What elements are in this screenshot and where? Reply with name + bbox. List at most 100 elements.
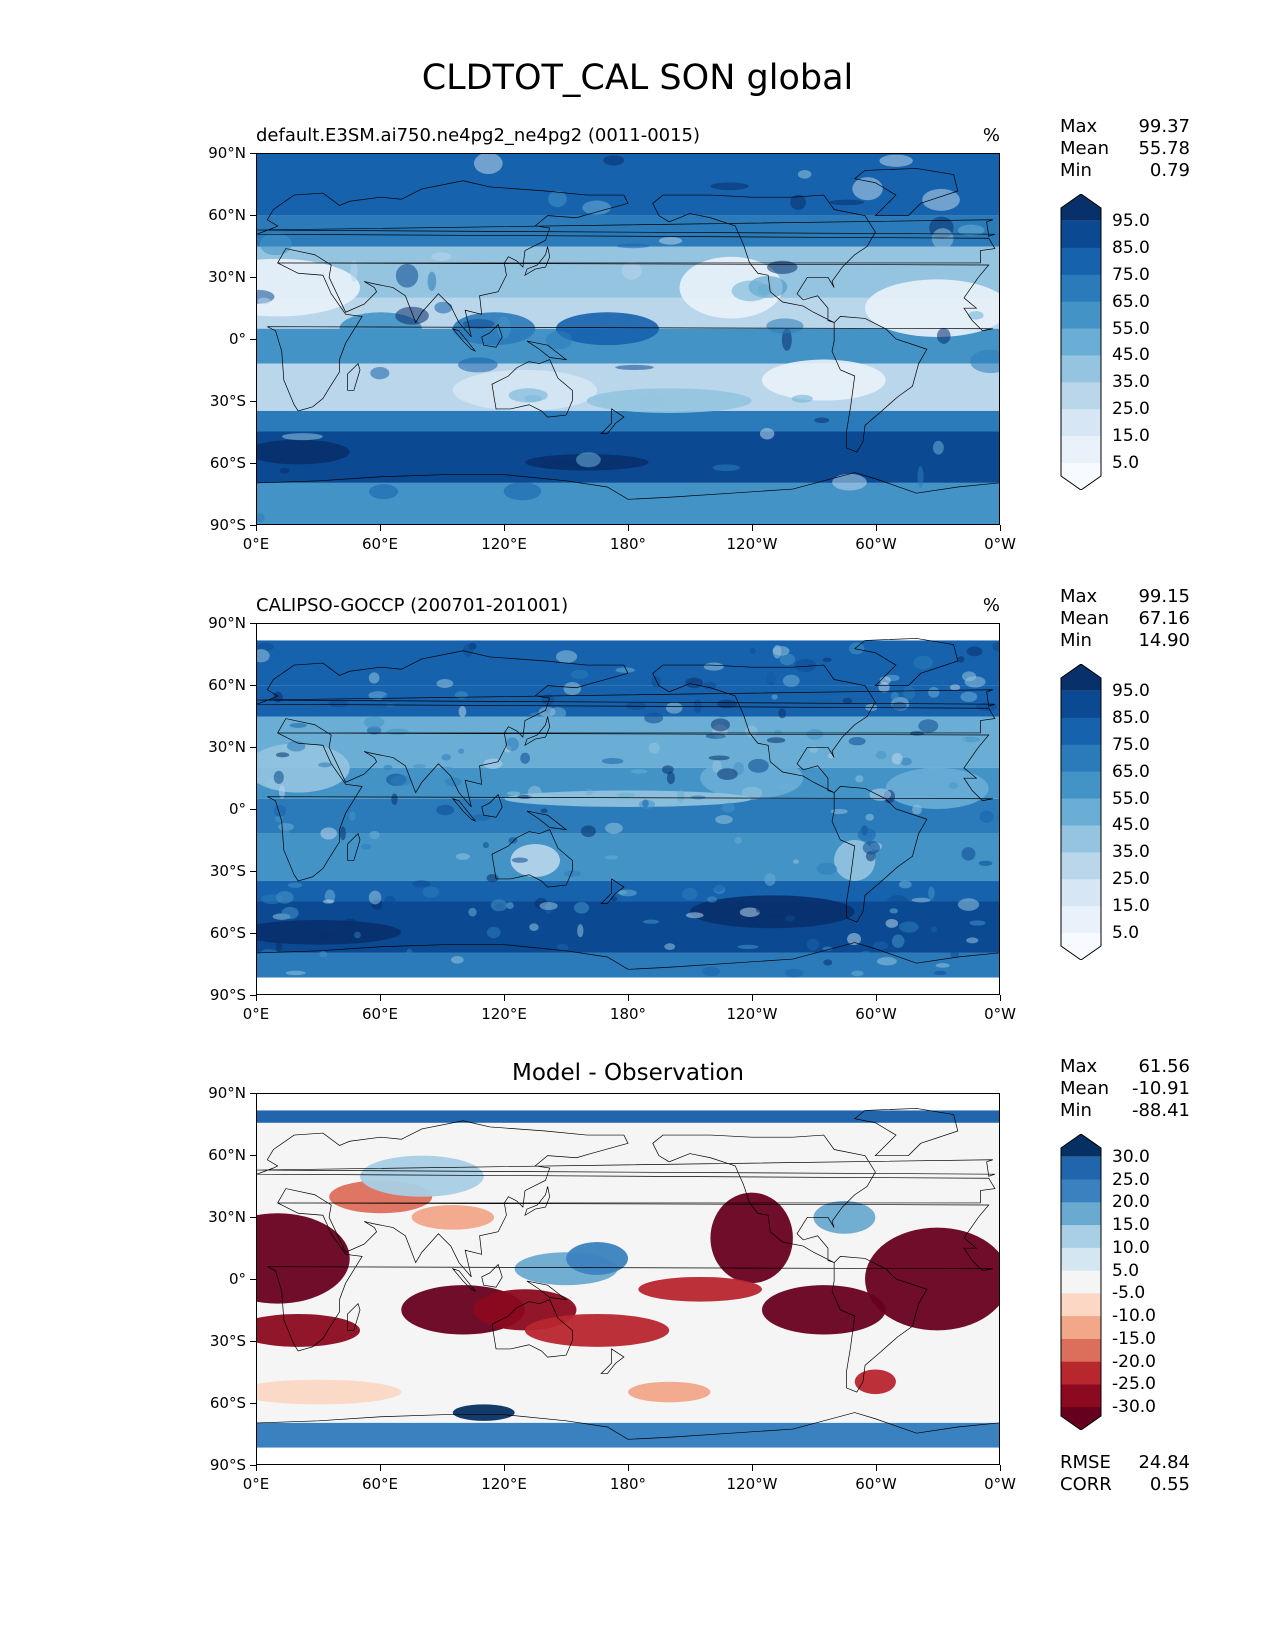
stat-label: Mean (1060, 138, 1110, 159)
figure-title: CLDTOT_CAL SON global (421, 58, 854, 98)
stat-value: -88.41 (1131, 1100, 1190, 1121)
panel-title: default.E3SM.ai750.ne4pg2_ne4pg2 (0011-0… (256, 125, 701, 146)
y-tick-mark (250, 153, 256, 154)
stat-value: 61.56 (1138, 1056, 1190, 1077)
y-tick-label: 60°N (208, 676, 246, 694)
x-tick-label: 0°W (984, 535, 1016, 553)
colorbar-swatch (1061, 1338, 1101, 1363)
stat-label: Mean (1060, 1078, 1110, 1099)
x-tick-mark (752, 525, 753, 531)
stat-row: Min 0.79 (1060, 160, 1190, 182)
stat-label: Min (1060, 160, 1092, 181)
x-tick-mark (628, 995, 629, 1001)
stat-row: RMSE 24.84 (1060, 1452, 1190, 1474)
colorbar-swatches (1060, 663, 1102, 961)
x-tick-mark (752, 995, 753, 1001)
x-tick-label: 120°E (481, 1475, 527, 1493)
x-tick-mark (504, 995, 505, 1001)
y-tick-mark (250, 933, 256, 934)
colorbar-label: -5.0 (1112, 1283, 1146, 1304)
colorbar-swatch (1061, 1202, 1101, 1226)
colorbar-label: 15.0 (1112, 1215, 1150, 1236)
stat-value: 67.16 (1138, 608, 1190, 629)
colorbar-label: 5.0 (1112, 1260, 1140, 1281)
colorbar-swatch (1061, 220, 1101, 249)
panel-units: % (982, 595, 1000, 616)
colorbar-label: 45.0 (1112, 815, 1150, 836)
x-tick-label: 0°W (984, 1475, 1016, 1493)
colorbar-label: 5.0 (1112, 453, 1140, 474)
colorbar-label: 65.0 (1112, 761, 1150, 782)
colorbar-swatch (1061, 301, 1101, 330)
colorbar-swatch (1061, 664, 1101, 691)
x-tick-mark (752, 1465, 753, 1471)
x-tick-label: 0°E (242, 1005, 270, 1023)
colorbar-swatch (1061, 825, 1101, 853)
y-tick-mark (250, 1279, 256, 1280)
colorbar-label: 75.0 (1112, 264, 1150, 285)
x-tick-mark (1000, 525, 1001, 531)
x-tick-mark (504, 1465, 505, 1471)
panel-stats: Max 61.56 Mean -10.91 Min -88.41 (1060, 1056, 1190, 1122)
y-tick-mark (250, 995, 256, 996)
colorbar-swatch (1061, 1247, 1101, 1272)
colorbar-label: 45.0 (1112, 345, 1150, 366)
x-tick-mark (256, 1465, 257, 1471)
stat-label: Max (1060, 586, 1098, 607)
y-tick-mark (250, 463, 256, 464)
colorbar-swatch (1061, 1384, 1101, 1408)
colorbar-swatch (1061, 1293, 1101, 1317)
colorbar-swatch (1061, 852, 1101, 880)
colorbar-swatch (1061, 1316, 1101, 1340)
x-tick-label: 120°W (726, 535, 778, 553)
x-tick-label: 0°E (242, 1475, 270, 1493)
map-plot (256, 153, 1000, 525)
y-tick-label: 30°S (209, 1332, 246, 1350)
x-tick-mark (504, 525, 505, 531)
colorbar-swatch (1061, 717, 1101, 746)
x-tick-label: 180° (609, 535, 647, 553)
map-field (257, 154, 999, 524)
colorbar-label: -15.0 (1112, 1328, 1156, 1349)
y-tick-label: 90°N (208, 614, 246, 632)
x-tick-mark (876, 995, 877, 1001)
colorbar-label: -20.0 (1112, 1351, 1156, 1372)
colorbar-swatch (1061, 1361, 1101, 1385)
colorbar-swatch (1061, 1179, 1101, 1203)
colorbar-swatch (1061, 409, 1101, 437)
colorbar-label: 75.0 (1112, 734, 1150, 755)
colorbar-label: 35.0 (1112, 372, 1150, 393)
y-tick-label: 30°N (208, 1208, 246, 1226)
y-tick-mark (250, 277, 256, 278)
y-tick-label: 30°S (209, 862, 246, 880)
colorbar-label: 30.0 (1112, 1146, 1150, 1167)
y-tick-mark (250, 685, 256, 686)
colorbar-swatch (1061, 274, 1101, 303)
panel-stats: Max 99.15 Mean 67.16 Min 14.90 (1060, 586, 1190, 652)
y-tick-label: 60°S (209, 1394, 246, 1412)
colorbar-label: 20.0 (1112, 1192, 1150, 1213)
colorbar-swatch (1061, 1134, 1101, 1157)
colorbar-label: 55.0 (1112, 318, 1150, 339)
stat-value: 24.84 (1138, 1452, 1190, 1473)
stat-value: 14.90 (1138, 630, 1190, 651)
stat-value: 0.79 (1149, 160, 1190, 181)
colorbar-swatch (1061, 798, 1101, 826)
y-tick-mark (250, 525, 256, 526)
x-tick-label: 60°E (361, 535, 399, 553)
map-field (257, 1094, 999, 1464)
error-stats: RMSE 24.84 CORR 0.55 (1060, 1452, 1190, 1496)
colorbar-swatch (1061, 247, 1101, 276)
colorbar-swatch (1061, 1270, 1101, 1294)
colorbar-label: -25.0 (1112, 1374, 1156, 1395)
stat-row: Mean 67.16 (1060, 608, 1190, 630)
x-tick-mark (380, 995, 381, 1001)
stat-label: Min (1060, 630, 1092, 651)
y-tick-label: 90°S (209, 986, 246, 1004)
panel-title: Model - Observation (511, 1060, 745, 1086)
colorbar-label: 35.0 (1112, 842, 1150, 863)
colorbar-label: 5.0 (1112, 923, 1140, 944)
x-tick-mark (628, 1465, 629, 1471)
